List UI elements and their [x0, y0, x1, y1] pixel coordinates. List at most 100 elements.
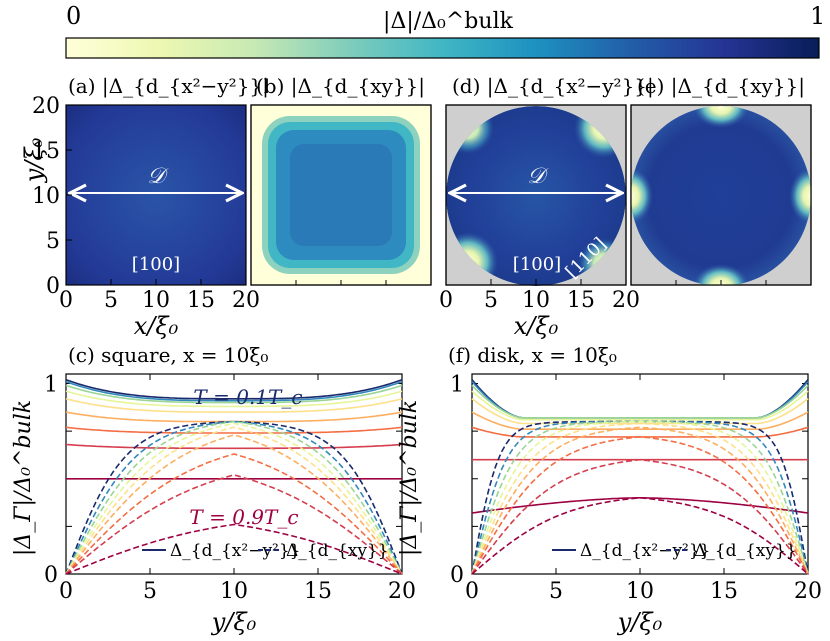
plot-xtick-label: 15 — [304, 579, 332, 604]
panel-b — [250, 104, 432, 286]
panel-e-hotspot — [631, 168, 653, 224]
panel-d-dir-100: [100] — [513, 254, 561, 275]
plot-xtick-label: 10 — [626, 579, 654, 604]
plot-c-xlabel: y/ξ₀ — [211, 608, 257, 636]
plot-f-xlabel: y/ξ₀ — [617, 608, 663, 636]
legend-solid-label: Δ_{d_{x²−y²}} — [170, 541, 301, 561]
plot-f-title: (f) disk, x = 10ξ₀ — [448, 343, 617, 367]
panel-e-disk — [631, 106, 811, 286]
map-xlabel-right: x/ξ₀ — [514, 312, 559, 340]
legend-solid-label: Δ_{d_{x²−y²}} — [580, 541, 711, 561]
map-ytick-label: 5 — [46, 229, 60, 254]
series-line-dxy — [471, 496, 809, 575]
series-line-dx2y2 — [65, 384, 403, 404]
panel-e-hotspot — [693, 264, 749, 286]
series-line-dxy — [471, 426, 809, 575]
colorbar-max-label: 1 — [810, 2, 825, 30]
map-xtick-label: 0 — [439, 288, 453, 313]
map-ytick-label: 20 — [32, 94, 60, 119]
colorbar-gradient — [65, 37, 820, 59]
map-xtick-label: 5 — [484, 288, 498, 313]
series-line-dxy — [471, 458, 809, 575]
panel-a-label: (a) |Δ_{d_{x²−y²}}| — [68, 74, 269, 99]
map-xtick-label: 20 — [612, 288, 640, 313]
plot-ytick-label: 1 — [450, 373, 464, 398]
map-xtick-label: 10 — [522, 288, 550, 313]
series-line-dx2y2 — [65, 378, 403, 400]
series-line-dx2y2 — [65, 443, 403, 450]
map-xtick-label: 15 — [567, 288, 595, 313]
plot-c-legend: Δ_{d_{x²−y²}} Δ_{d_{xy}} — [142, 541, 389, 561]
map-xtick-label: 0 — [59, 288, 73, 313]
panel-d-label: (d) |Δ_{d_{x²−y²}}| — [452, 74, 654, 99]
map-axes: 0 5 10 15 20 0 5 10 15 20 0 5 10 15 20 y/ξ₀ x/ξ₀ x/ξ₀ — [20, 94, 767, 340]
panel-e-hotspot — [693, 106, 749, 128]
plot-xtick-label: 0 — [59, 579, 73, 604]
panel-a: 𝒟 [100] — [65, 104, 247, 286]
series-line-dxy — [65, 523, 403, 575]
map-ytick-label: 10 — [32, 184, 60, 209]
series-line-dxy — [65, 422, 403, 575]
map-ytick-label: 15 — [32, 139, 60, 164]
series-line-dx2y2 — [65, 380, 403, 402]
plot-c-annotation-low-T: T = 0.1T_c — [193, 385, 302, 409]
map-ylabel: y/ξ₀ — [20, 137, 48, 183]
colorbar-title: |Δ|/Δ₀^bulk — [383, 9, 514, 34]
panel-e-label: (e) |Δ_{d_{xy}}| — [637, 74, 805, 99]
series-line-dx2y2 — [471, 411, 809, 430]
plot-xtick-label: 5 — [549, 579, 563, 604]
panel-a-dir-100: [100] — [132, 254, 180, 275]
plot-ytick-label: 1 — [44, 373, 58, 398]
plot-xtick-label: 15 — [710, 579, 738, 604]
series-line-dxy — [471, 422, 809, 575]
plot-f-legend: Δ_{d_{x²−y²}} Δ_{d_{xy}} — [552, 541, 797, 561]
series-line-dxy — [471, 420, 809, 575]
plot-ytick-label: 0 — [44, 563, 58, 588]
colorbar-min-label: 0 — [66, 2, 81, 30]
map-xtick-label: 20 — [232, 288, 260, 313]
series-line-dx2y2 — [471, 379, 809, 419]
plot-ytick-label: 0 — [450, 563, 464, 588]
plot-c-annotation-high-T: T = 0.9T_c — [189, 505, 298, 529]
plot-xtick-label: 0 — [465, 579, 479, 604]
panel-d: 𝒟 [100] [110] — [445, 104, 627, 286]
map-xlabel-left: x/ξ₀ — [134, 312, 179, 340]
map-xtick-label: 5 — [104, 288, 118, 313]
series-line-dxy — [65, 434, 403, 575]
series-line-dx2y2 — [65, 398, 403, 413]
series-line-dx2y2 — [65, 390, 403, 408]
plot-xtick-label: 5 — [143, 579, 157, 604]
series-line-dx2y2 — [471, 384, 809, 419]
colorbar: 0 1 |Δ|/Δ₀^bulk — [65, 2, 825, 59]
plot-xtick-label: 20 — [794, 579, 822, 604]
map-xtick-label: 15 — [187, 288, 215, 313]
panel-e-hotspot — [789, 168, 811, 224]
map-xtick-label: 10 — [142, 288, 170, 313]
series-line-dxy — [471, 420, 809, 575]
panel-b-center — [290, 144, 392, 246]
series-line-dxy — [65, 453, 403, 575]
panel-d-diameter-label: 𝒟 — [527, 164, 549, 189]
series-line-dxy — [65, 426, 403, 575]
series-line-dx2y2 — [471, 390, 809, 421]
series-line-dxy — [65, 420, 403, 575]
series-line-dx2y2 — [471, 381, 809, 419]
panel-e — [630, 104, 812, 286]
series-line-dx2y2 — [65, 426, 403, 434]
plot-c-title: (c) square, x = 10ξ₀ — [68, 343, 268, 367]
series-line-dxy — [65, 420, 403, 575]
legend-dashed-label: Δ_{d_{xy}} — [286, 541, 389, 561]
plot-xtick-label: 10 — [220, 579, 248, 604]
map-ytick-label: 0 — [46, 274, 60, 299]
series-line-dxy — [471, 420, 809, 575]
plot-xtick-label: 20 — [388, 579, 416, 604]
legend-dashed-label: Δ_{d_{xy}} — [694, 541, 797, 561]
plot-c-ylabel: |Δ_Γ|/Δ₀^bulk — [11, 400, 36, 556]
panel-a-diameter-label: 𝒟 — [147, 164, 169, 189]
plot-f: 0 5 10 15 20 0 1 — [450, 373, 822, 604]
panel-b-label: (b) |Δ_{d_{xy}}| — [256, 74, 425, 99]
plot-f-ylabel: |Δ_Γ|/Δ₀^bulk — [397, 400, 422, 556]
series-line-dxy — [471, 436, 809, 575]
series-line-dx2y2 — [65, 411, 403, 423]
